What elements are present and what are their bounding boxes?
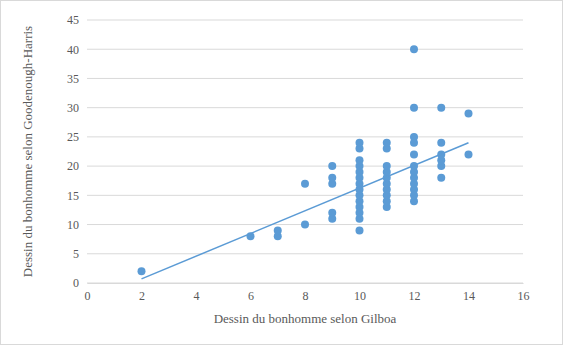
x-tick: 2 bbox=[139, 283, 145, 303]
x-tick-label: 6 bbox=[248, 289, 254, 303]
y-tick-label: 40 bbox=[67, 43, 79, 57]
point bbox=[328, 209, 336, 217]
point bbox=[383, 162, 391, 170]
x-tick-label: 8 bbox=[303, 289, 309, 303]
y-tick-label: 0 bbox=[73, 276, 79, 290]
x-tick: 0 bbox=[85, 283, 91, 303]
grid-line bbox=[87, 283, 523, 284]
grid-line bbox=[87, 136, 523, 137]
y-axis: 0 5 10 15 20 25 30 35 40 45 bbox=[67, 13, 88, 290]
y-tick: 20 bbox=[67, 159, 87, 173]
y-tick: 0 bbox=[73, 276, 87, 290]
point bbox=[410, 104, 418, 112]
grid-line bbox=[87, 49, 523, 50]
y-tick: 25 bbox=[67, 130, 87, 144]
point bbox=[465, 150, 473, 158]
y-tick: 15 bbox=[67, 189, 87, 203]
point bbox=[328, 174, 336, 182]
x-tick: 6 bbox=[248, 283, 254, 303]
chart-border bbox=[1, 1, 563, 345]
y-tick-label: 45 bbox=[67, 13, 79, 27]
x-axis: 0 2 4 6 8 10 12 14 16 bbox=[85, 283, 530, 303]
x-tick-label: 0 bbox=[85, 289, 91, 303]
x-tick-label: 12 bbox=[409, 289, 421, 303]
marks bbox=[138, 45, 473, 279]
x-tick-label: 14 bbox=[463, 289, 475, 303]
y-tick: 10 bbox=[67, 218, 87, 232]
point bbox=[356, 226, 364, 234]
point bbox=[301, 180, 309, 188]
point bbox=[138, 267, 146, 275]
y-tick-label: 15 bbox=[67, 189, 79, 203]
x-tick-label: 16 bbox=[518, 289, 530, 303]
point bbox=[437, 174, 445, 182]
chart: 0 2 4 6 8 10 12 14 16 0 5 10 15 20 25 30 35 40 45 Dessin du… bbox=[0, 0, 563, 345]
point bbox=[465, 110, 473, 118]
point bbox=[356, 139, 364, 147]
grid-line bbox=[87, 107, 523, 108]
point bbox=[410, 133, 418, 141]
y-tick-label: 35 bbox=[67, 72, 79, 86]
point bbox=[437, 139, 445, 147]
x-tick: 4 bbox=[194, 283, 200, 303]
grid bbox=[87, 20, 523, 283]
point bbox=[328, 162, 336, 170]
point bbox=[274, 226, 282, 234]
y-tick-label: 30 bbox=[67, 101, 79, 115]
point bbox=[356, 156, 364, 164]
point bbox=[410, 150, 418, 158]
grid-line bbox=[87, 195, 523, 196]
y-tick: 45 bbox=[67, 13, 87, 27]
y-tick-label: 20 bbox=[67, 159, 79, 173]
x-tick-label: 10 bbox=[354, 289, 366, 303]
x-axis-line bbox=[88, 283, 524, 284]
point bbox=[383, 139, 391, 147]
y-axis-title: Dessin du bonhomme selon Goodenough-Harr… bbox=[20, 26, 35, 277]
point bbox=[437, 104, 445, 112]
y-tick-label: 25 bbox=[67, 130, 79, 144]
x-tick: 12 bbox=[409, 283, 421, 303]
grid-line bbox=[87, 166, 523, 167]
y-axis-line bbox=[87, 21, 88, 284]
trend-line bbox=[142, 143, 469, 279]
x-tick: 16 bbox=[518, 283, 530, 303]
y-tick: 35 bbox=[67, 72, 87, 86]
x-tick: 8 bbox=[303, 283, 309, 303]
grid-line bbox=[87, 253, 523, 254]
y-tick-label: 5 bbox=[73, 247, 79, 261]
y-tick: 30 bbox=[67, 101, 87, 115]
y-tick: 40 bbox=[67, 43, 87, 57]
y-tick-label: 10 bbox=[67, 218, 79, 232]
y-tick: 5 bbox=[73, 247, 87, 261]
x-axis-title: Dessin du bonhomme selon Gilboa bbox=[214, 311, 397, 326]
plot: 0 2 4 6 8 10 12 14 16 0 5 10 15 20 25 30 35 40 45 bbox=[67, 13, 530, 302]
x-tick-label: 4 bbox=[194, 289, 200, 303]
point bbox=[410, 45, 418, 53]
x-tick: 10 bbox=[354, 283, 366, 303]
grid-line bbox=[87, 78, 523, 79]
x-tick-label: 2 bbox=[139, 289, 145, 303]
x-tick: 14 bbox=[463, 283, 475, 303]
point bbox=[301, 221, 309, 229]
grid-line bbox=[87, 20, 523, 21]
